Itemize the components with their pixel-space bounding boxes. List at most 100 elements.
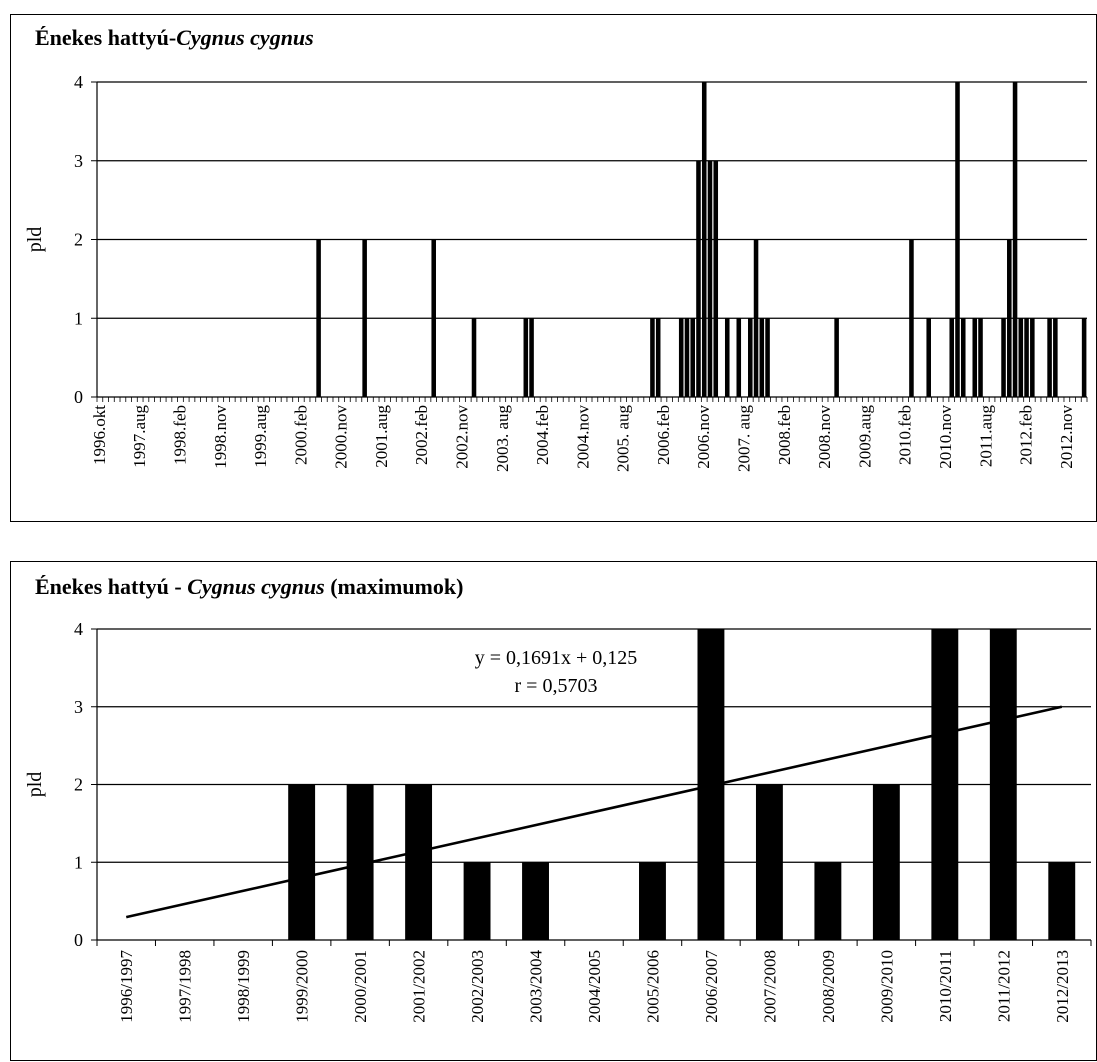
bar xyxy=(931,629,959,940)
bar xyxy=(1048,862,1076,940)
x-tick-label: 2000.feb xyxy=(291,405,310,465)
y-tick-label: 2 xyxy=(74,230,83,250)
y-axis-label: pld xyxy=(24,227,46,253)
bar xyxy=(701,82,707,397)
bar xyxy=(471,318,477,397)
chart-frame-daily: Énekes hattyú-Cygnus cygnus 0 1 2 3 4 pld 1996… xyxy=(10,14,1097,522)
x-tick-label: 1997/1998 xyxy=(176,950,195,1023)
bar xyxy=(1012,82,1018,397)
bar xyxy=(978,318,983,397)
x-tick-label: 1997.aug xyxy=(130,405,149,468)
bar xyxy=(463,862,491,940)
x-tick-label: 2000.nov xyxy=(332,405,351,469)
bar xyxy=(713,160,719,397)
y-tick-label: 2 xyxy=(74,775,83,795)
bar xyxy=(955,82,960,397)
x-tick-label: 2012.feb xyxy=(1017,405,1036,465)
bar xyxy=(405,784,433,940)
bar xyxy=(690,318,696,397)
chart-title: Énekes hattyú-Cygnus cygnus xyxy=(35,25,314,51)
bar xyxy=(972,318,978,397)
bar xyxy=(960,318,966,397)
bar xyxy=(707,160,713,397)
trendline xyxy=(125,705,1063,919)
x-tick-label: 2002.nov xyxy=(452,405,471,469)
trendline-r-value: r = 0,5703 xyxy=(515,675,598,697)
chart-title-suffix: (maximumok) xyxy=(324,574,464,599)
x-tick-label: 2007/2008 xyxy=(760,950,779,1023)
bar xyxy=(522,862,549,940)
x-tick-label: 2005/2006 xyxy=(643,950,662,1023)
y-tick-label: 0 xyxy=(74,387,83,407)
bar xyxy=(753,239,759,397)
x-tick-label: 2011/2012 xyxy=(994,950,1013,1022)
bar xyxy=(362,239,367,397)
bar xyxy=(678,318,684,397)
x-tick-label: 2002/2003 xyxy=(468,950,487,1023)
bar xyxy=(1081,318,1087,397)
x-tick-label: 2012.nov xyxy=(1057,405,1076,469)
x-tick-label: 1999.aug xyxy=(251,405,270,468)
bar xyxy=(431,239,436,397)
x-tick-label: 1998/1999 xyxy=(234,950,253,1023)
bar xyxy=(949,318,955,397)
bar xyxy=(909,239,914,397)
x-tick-label: 2004.feb xyxy=(533,405,552,465)
bar xyxy=(834,318,839,397)
bar xyxy=(926,318,931,397)
x-tick-label: 2008.nov xyxy=(815,405,834,469)
y-tick-label: 4 xyxy=(74,72,83,92)
x-tick-label: 1998.feb xyxy=(170,405,189,465)
bar xyxy=(696,160,701,397)
bar xyxy=(736,318,742,397)
x-tick-label: 2008/2009 xyxy=(819,950,838,1023)
chart-frame-maximum: Énekes hattyú - Cygnus cygnus (maximumok… xyxy=(10,561,1097,1061)
bar xyxy=(724,318,730,397)
trendline-equation: y = 0,1691x + 0,125 xyxy=(475,647,638,669)
x-tick-label: 1996/1997 xyxy=(117,950,136,1023)
bar xyxy=(1053,318,1058,397)
bar xyxy=(814,862,842,940)
x-tick-label: 2005. aug xyxy=(614,405,633,473)
bar xyxy=(639,862,666,940)
x-tick-label: 2010/2011 xyxy=(936,950,955,1022)
x-tick-label: 2002.feb xyxy=(412,405,431,465)
bar-chart-daily: 0 1 2 3 4 pld 1996.okt 1997.aug 1998.feb 1998.nov… xyxy=(24,72,1088,473)
chart-title: Énekes hattyú - Cygnus cygnus (maximumok… xyxy=(35,574,463,600)
x-tick-label: 2012/2013 xyxy=(1053,950,1072,1023)
x-tick-label: 2010.nov xyxy=(936,405,955,469)
y-tick-label: 1 xyxy=(74,308,83,328)
bar xyxy=(650,318,655,397)
bar xyxy=(1007,239,1012,397)
bar xyxy=(872,784,900,940)
y-tick-label: 0 xyxy=(74,930,83,950)
bar xyxy=(989,629,1017,940)
x-tick-label: 2003/2004 xyxy=(527,950,546,1023)
bar xyxy=(316,239,321,397)
bar-chart-maximum: 0 1 2 3 4 pld 1996/1997 1997/1998 1998/1999 1999/… xyxy=(24,619,1092,1023)
bar xyxy=(684,318,690,397)
bar xyxy=(1047,318,1052,397)
bar xyxy=(529,318,534,397)
x-tick-label: 1999/2000 xyxy=(293,950,312,1023)
x-tick-label: 2001.aug xyxy=(372,405,391,468)
bar xyxy=(1001,318,1006,397)
bar xyxy=(1024,318,1029,397)
x-tick-label: 1996.okt xyxy=(90,405,109,465)
x-tick-label: 2004/2005 xyxy=(585,950,604,1023)
x-tick-label: 2008.feb xyxy=(775,405,794,465)
x-tick-label: 2009.aug xyxy=(855,405,874,468)
x-tick-label: 2006/2007 xyxy=(702,950,721,1023)
x-tick-label: 2011.aug xyxy=(976,405,995,468)
x-tick-label: 2006.nov xyxy=(694,405,713,469)
y-tick-label: 3 xyxy=(74,697,83,717)
x-tick-label: 2009/2010 xyxy=(877,950,896,1023)
bar xyxy=(288,784,316,940)
chart-title-species: Cygnus cygnus xyxy=(187,574,325,599)
x-tick-label: 2006.feb xyxy=(654,405,673,465)
x-tick-label: 1998.nov xyxy=(211,405,230,469)
bar xyxy=(523,318,529,397)
bar xyxy=(759,318,765,397)
y-axis-label: pld xyxy=(24,772,46,798)
x-tick-label: 2001/2002 xyxy=(410,950,429,1023)
